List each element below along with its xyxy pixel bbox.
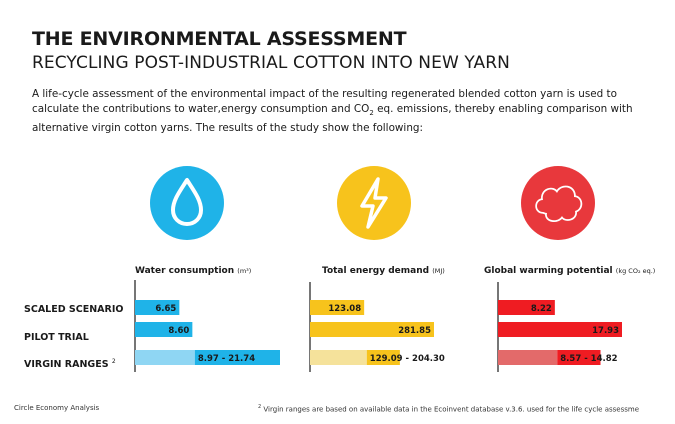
page-subtitle: RECYCLING POST-INDUSTRIAL COTTON INTO NE… — [32, 53, 510, 73]
water-unit: (m³) — [237, 267, 252, 275]
cloud-icon — [535, 185, 583, 222]
water-chart-title: Water consumption (m³) — [135, 266, 251, 276]
warming-bar-label: 17.93 — [592, 326, 619, 336]
water-bar-label: 6.65 — [155, 304, 176, 314]
water-bar-label: 8.60 — [168, 326, 189, 336]
intro-line: calculate the contributions to water,ene… — [32, 102, 672, 121]
energy-bar-range-min — [310, 350, 367, 365]
water-bar — [135, 322, 193, 337]
energy-bar — [310, 322, 434, 337]
energy-title-text: Total energy demand — [322, 266, 430, 276]
warming-circle — [521, 166, 595, 240]
energy-bar-label: 129.09 - 204.30 — [370, 354, 445, 364]
warming-unit: (kg CO₂ eq.) — [615, 267, 656, 275]
water-circle — [150, 166, 224, 240]
water-bar-range-min — [135, 350, 195, 365]
water-title-text: Water consumption — [135, 266, 235, 276]
lightning-bolt-icon — [360, 177, 388, 229]
energy-bar-range — [366, 350, 400, 365]
source-credit: Circle Economy Analysis — [14, 404, 100, 412]
energy-bar — [310, 300, 365, 315]
energy-bar-label: 281.85 — [398, 326, 431, 336]
row-label-virgin-text: VIRGIN RANGES — [24, 359, 109, 371]
warming-bar — [498, 322, 622, 337]
row-label-scaled: SCALED SCENARIO — [24, 304, 124, 315]
energy-unit: (MJ) — [432, 267, 445, 275]
row-label-virgin-sup: 2 — [111, 358, 116, 365]
warming-bar-range — [557, 350, 601, 365]
warming-bar-label: 8.57 - 14.82 — [560, 354, 617, 364]
intro-line: A life-cycle assessment of the environme… — [32, 88, 617, 100]
warming-chart-title: Global warming potential (kg CO₂ eq.) — [484, 266, 655, 276]
intro-text: calculate the contributions to water,ene… — [32, 103, 370, 115]
row-label-virgin: VIRGIN RANGES 2 — [24, 358, 116, 370]
footnote: 2 Virgin ranges are based on available d… — [258, 404, 675, 413]
intro-text: eq. emissions, thereby enabling comparis… — [373, 103, 633, 115]
footnote-marker: 2 — [258, 404, 262, 410]
water-bar-label: 8.97 - 21.74 — [198, 354, 255, 364]
energy-chart-title: Total energy demand (MJ) — [322, 266, 445, 276]
warming-bar — [498, 300, 555, 315]
warming-title-text: Global warming potential — [484, 266, 613, 276]
water-bar — [135, 300, 180, 315]
warming-bar-range-min — [498, 350, 558, 365]
water-drop-icon — [171, 178, 203, 226]
water-bar-range — [194, 350, 280, 365]
page-title: THE ENVIRONMENTAL ASSESSMENT — [32, 28, 407, 50]
intro-line: alternative virgin cotton yarns. The res… — [32, 122, 423, 135]
energy-bar-label: 123.08 — [328, 304, 361, 314]
energy-circle — [337, 166, 411, 240]
intro-subscript: 2 — [369, 109, 374, 118]
footnote-text: Virgin ranges are based on available dat… — [261, 405, 640, 414]
warming-bar-label: 8.22 — [531, 304, 552, 314]
row-label-pilot: PILOT TRIAL — [24, 332, 89, 343]
intro-paragraph: A life-cycle assessment of the environme… — [32, 87, 672, 136]
